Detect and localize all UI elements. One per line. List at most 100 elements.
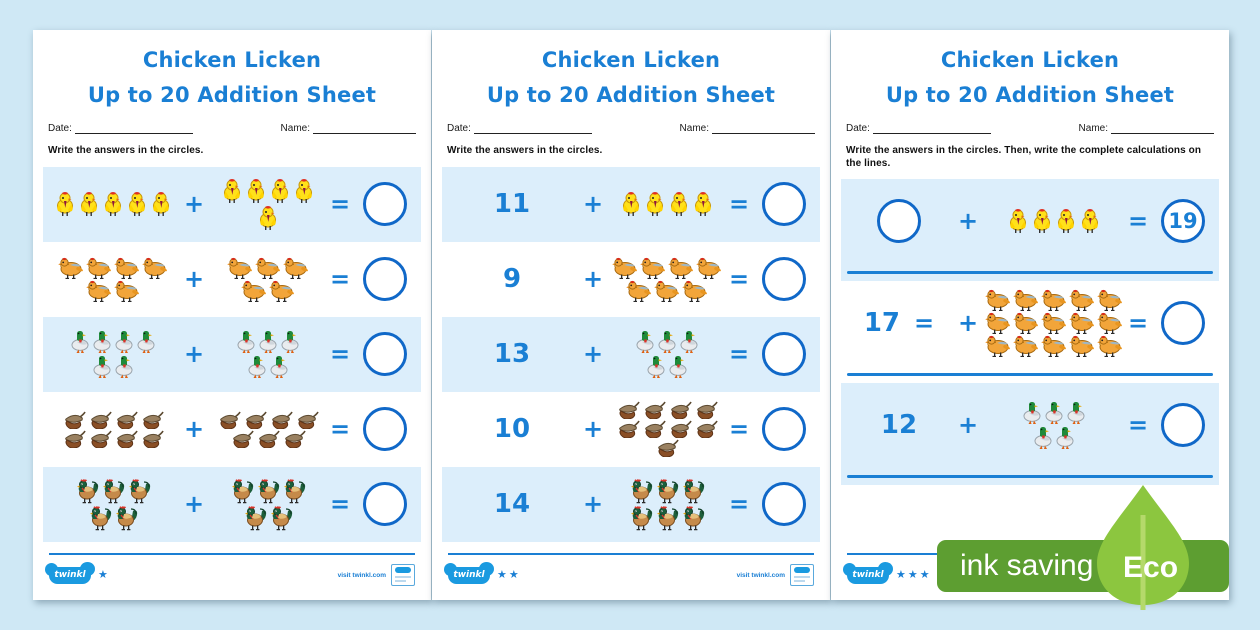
answer-circle[interactable] xyxy=(762,482,806,527)
acorn-icon xyxy=(217,411,241,429)
plus-operator: + xyxy=(951,209,985,233)
right-operand xyxy=(610,478,724,531)
duck-icon xyxy=(679,330,699,354)
answer-slot xyxy=(754,182,814,227)
answer-circle[interactable] xyxy=(762,182,806,227)
write-line xyxy=(847,270,1213,274)
name-write-line[interactable] xyxy=(1111,124,1214,135)
answer-circle[interactable] xyxy=(363,482,407,527)
icon-group-chick xyxy=(54,191,172,217)
hen-icon xyxy=(682,280,708,302)
icon-group-hen xyxy=(610,257,724,302)
hen-icon xyxy=(640,257,666,279)
equals-operator: = xyxy=(325,267,355,291)
rooster-icon xyxy=(681,505,705,531)
duck-icon xyxy=(1022,401,1042,425)
name-field[interactable]: Name: xyxy=(281,123,416,135)
name-date-row: Date: Name: xyxy=(43,123,421,135)
calculation-write-line[interactable] xyxy=(841,365,1219,383)
duck-icon xyxy=(668,355,688,379)
twinkl-logo[interactable]: twinkl xyxy=(45,561,95,584)
left-answer-circle[interactable] xyxy=(877,199,921,244)
answer-circle[interactable] xyxy=(1161,301,1205,346)
answer-circle[interactable]: 19 xyxy=(1161,199,1205,244)
hen-icon xyxy=(1013,289,1039,312)
left-operand: 9 xyxy=(448,264,576,294)
name-write-line[interactable] xyxy=(712,124,815,135)
worksheet-page-3[interactable]: Chicken Licken Up to 20 Addition Sheet Dat… xyxy=(831,30,1229,600)
equals-sign: = xyxy=(728,340,750,369)
icon-group-chick xyxy=(1007,208,1101,234)
left-operand xyxy=(49,330,177,379)
answer-slot xyxy=(754,482,814,527)
name-field[interactable]: Name: xyxy=(680,123,815,135)
calculation-write-line[interactable] xyxy=(841,467,1219,485)
plus-operator: + xyxy=(177,267,211,291)
operand-number: 11 xyxy=(493,189,531,220)
write-line xyxy=(847,474,1213,478)
answer-circle[interactable] xyxy=(762,332,806,377)
twinkl-logo[interactable]: twinkl xyxy=(843,561,893,584)
answer-circle[interactable] xyxy=(762,257,806,302)
plus-sign: + xyxy=(582,340,604,369)
chick-icon xyxy=(54,191,76,217)
problem-row: + xyxy=(43,242,421,317)
icon-group-hen xyxy=(54,257,172,302)
name-write-line[interactable] xyxy=(313,124,416,135)
plus-sign: + xyxy=(183,415,205,444)
plus-sign: + xyxy=(582,490,604,519)
twinkl-logo[interactable]: twinkl xyxy=(444,561,494,584)
duck-icon xyxy=(92,330,112,354)
date-write-line[interactable] xyxy=(473,124,592,135)
operand-number: 14 xyxy=(493,489,531,520)
acorn-icon xyxy=(668,401,692,420)
hen-icon xyxy=(1097,312,1123,335)
answer-circle[interactable] xyxy=(762,407,806,452)
name-field[interactable]: Name: xyxy=(1079,123,1214,135)
page-title-line-1: Chicken Licken xyxy=(142,48,322,72)
worksheet-page-2[interactable]: Chicken Licken Up to 20 Addition Sheet Dat… xyxy=(432,30,830,600)
left-operand xyxy=(49,257,177,302)
duck-icon xyxy=(657,330,677,354)
equation: + xyxy=(43,242,421,317)
icon-group-acorn xyxy=(58,411,168,448)
answer-circle[interactable] xyxy=(1161,403,1205,448)
date-field[interactable]: Date: xyxy=(846,123,991,135)
date-field[interactable]: Date: xyxy=(447,123,592,135)
difficulty-stars: ★ xyxy=(98,568,110,581)
answer-circle[interactable] xyxy=(363,407,407,452)
answer-circle[interactable] xyxy=(363,182,407,227)
answer-slot xyxy=(355,182,415,227)
hen-icon xyxy=(696,257,722,279)
date-write-line[interactable] xyxy=(74,124,193,135)
answer-circle[interactable] xyxy=(363,332,407,377)
right-operand xyxy=(211,257,325,302)
chick-icon xyxy=(1007,208,1029,234)
duck-icon xyxy=(70,330,90,354)
plus-sign: + xyxy=(957,207,979,236)
answer-circle[interactable] xyxy=(363,257,407,302)
date-field[interactable]: Date: xyxy=(48,123,193,135)
answer-slot xyxy=(754,257,814,302)
date-write-line[interactable] xyxy=(872,124,991,135)
right-operand xyxy=(211,330,325,379)
hen-icon xyxy=(227,257,253,279)
hen-icon xyxy=(1041,312,1067,335)
chick-icon xyxy=(150,191,172,217)
duck-icon xyxy=(236,330,256,354)
rooster-icon xyxy=(127,478,151,504)
problem-row: 11 + xyxy=(442,166,820,242)
visit-link[interactable]: visit twinkl.com xyxy=(736,571,785,579)
hen-icon xyxy=(1097,289,1123,312)
right-operand xyxy=(610,401,724,458)
acorn-icon xyxy=(114,411,138,429)
left-operand: 12 xyxy=(847,410,951,440)
calculation-write-line[interactable] xyxy=(841,263,1219,281)
problem-row: 14 + xyxy=(442,466,820,542)
icon-group-duck xyxy=(232,330,304,379)
worksheet-page-1[interactable]: Chicken Licken Up to 20 Addition Sheet Dat… xyxy=(33,30,431,600)
equation: + xyxy=(43,316,421,392)
visit-link[interactable]: visit twinkl.com xyxy=(337,571,386,579)
right-operand xyxy=(985,289,1123,358)
